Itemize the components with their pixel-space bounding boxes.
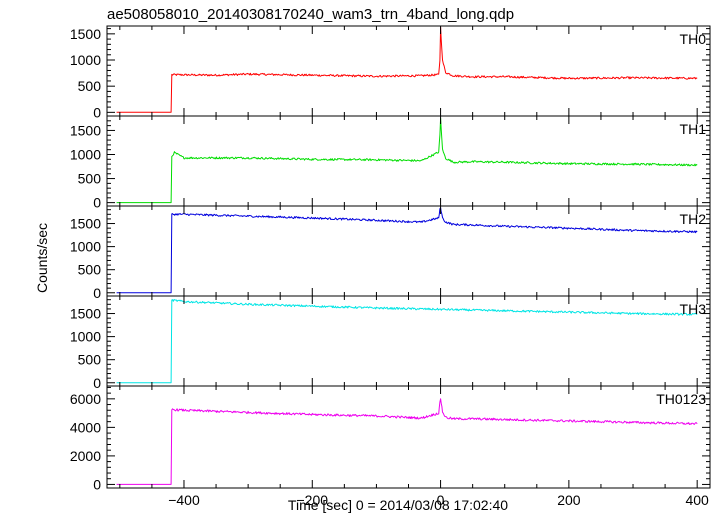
panel-frame-th3 — [106, 295, 711, 387]
panel-label-th3: TH3 — [680, 301, 707, 317]
y-tick-label-th1: 1500 — [70, 122, 101, 138]
y-tick-label-th3: 1500 — [70, 306, 101, 322]
y-tick-label-th0123: 2000 — [70, 448, 101, 464]
y-tick-label-th3: 500 — [78, 352, 102, 368]
chart-title: ae508058010_20140308170240_wam3_trn_4ban… — [107, 6, 514, 23]
panel-frame-th2 — [106, 205, 711, 297]
panel-label-th2: TH2 — [680, 211, 707, 227]
y-tick-label-th1: 500 — [78, 171, 102, 187]
panel-label-th1: TH1 — [680, 121, 707, 137]
series-line-th1 — [116, 117, 698, 204]
x-tick-label: −400 — [168, 492, 200, 508]
x-tick-label: 0 — [437, 492, 445, 508]
panel-frame-th0 — [106, 25, 711, 117]
y-tick-label-th2: 0 — [93, 285, 101, 301]
series-line-th2 — [116, 207, 698, 294]
y-tick-label-th1: 1000 — [70, 147, 101, 163]
panel-frame-th1 — [106, 115, 711, 207]
series-line-th3 — [116, 299, 698, 384]
y-tick-label-th0: 500 — [78, 78, 102, 94]
y-tick-label-th0: 1000 — [70, 52, 101, 68]
x-axis-label: Time [sec] 0 = 2014/03/08 17:02:40 — [288, 497, 508, 513]
series-line-th0123 — [116, 398, 698, 485]
y-tick-label-th2: 1500 — [70, 216, 101, 232]
y-tick-label-th0: 0 — [93, 104, 101, 120]
y-tick-label-th0: 1500 — [70, 26, 101, 42]
x-tick-label: 200 — [557, 492, 581, 508]
panel-label-th0: TH0 — [680, 31, 707, 47]
y-tick-label-th3: 1000 — [70, 329, 101, 345]
y-tick-label-th0123: 0 — [93, 476, 101, 492]
y-tick-label-th2: 1000 — [70, 239, 101, 255]
x-tick-label: −200 — [297, 492, 329, 508]
y-axis-label: Counts/sec — [34, 223, 50, 293]
series-line-th0 — [116, 26, 698, 113]
panel-frame-th0123 — [106, 385, 711, 489]
y-tick-label-th3: 0 — [93, 375, 101, 391]
panels-group: 0 500 1000 1500 TH0 0 500 1000 1500 TH1 0 500 1000 15… — [70, 25, 711, 508]
y-tick-label-th2: 500 — [78, 262, 102, 278]
panel-label-th0123: TH0123 — [656, 391, 706, 407]
x-tick-label: 400 — [685, 492, 709, 508]
y-tick-label-th0123: 4000 — [70, 419, 101, 435]
y-tick-label-th0123: 6000 — [70, 391, 101, 407]
y-tick-label-th1: 0 — [93, 195, 101, 211]
